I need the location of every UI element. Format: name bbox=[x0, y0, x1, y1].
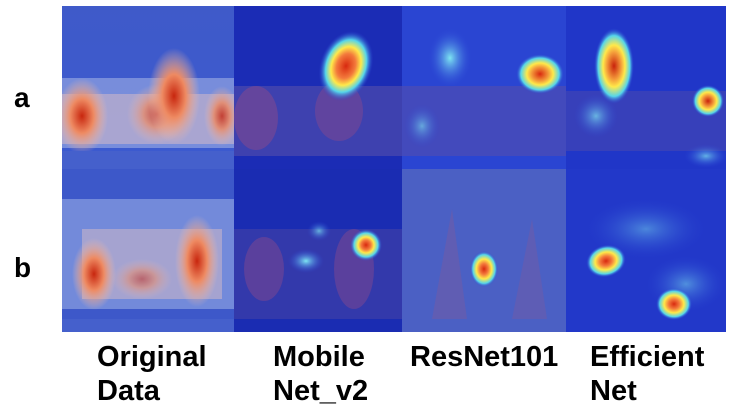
panel-a-original-data bbox=[62, 6, 234, 169]
panel-a-resnet101 bbox=[402, 6, 566, 169]
column-label-mobilenet-v2: Mobile Net_v2 bbox=[273, 341, 369, 407]
panel-b-mobilenet-v2 bbox=[234, 169, 402, 332]
panel-a-mobilenet-v2 bbox=[234, 6, 402, 169]
panel-a-efficientnet bbox=[566, 6, 726, 169]
panel-b-efficientnet bbox=[566, 169, 726, 332]
row-label-a: a bbox=[14, 82, 30, 113]
panel-b-resnet101 bbox=[402, 169, 566, 332]
row-label-b: b bbox=[14, 252, 32, 283]
column-label-original-data: Original Data bbox=[97, 341, 207, 407]
panel-b-original-data bbox=[62, 169, 234, 332]
column-label-efficientnet: Efficient Net bbox=[590, 341, 705, 407]
column-label-resnet101: ResNet101 bbox=[410, 341, 559, 373]
